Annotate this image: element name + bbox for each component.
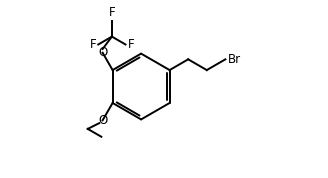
Text: F: F [109,6,115,19]
Text: O: O [98,114,107,127]
Text: Br: Br [228,53,241,66]
Text: F: F [90,38,96,51]
Text: O: O [98,46,107,59]
Text: F: F [128,38,134,51]
